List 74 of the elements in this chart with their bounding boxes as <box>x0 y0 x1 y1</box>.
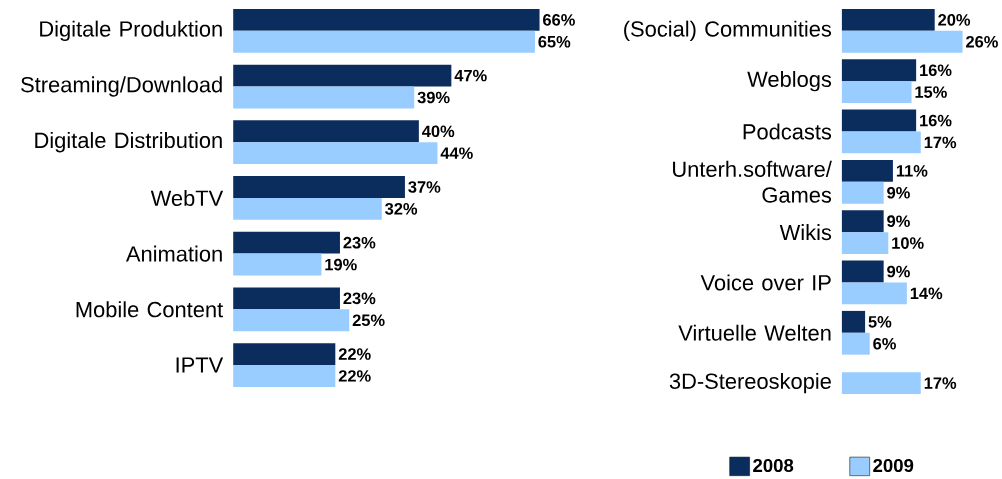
y-tick-label: Virtuelle Welten <box>678 324 831 341</box>
bar <box>841 81 912 103</box>
bar <box>841 131 921 154</box>
data-label: 17% <box>924 136 957 149</box>
data-label: 65% <box>538 35 571 48</box>
data-label: 16% <box>920 64 952 76</box>
bar <box>841 109 917 132</box>
y-tick-label: 3D-Stereoskopie <box>669 372 831 394</box>
bar <box>841 332 870 355</box>
data-label: 47% <box>454 69 487 82</box>
bar <box>233 343 336 365</box>
data-label: 23% <box>343 292 376 305</box>
data-label: 37% <box>408 181 441 193</box>
y-tick-label: Animation <box>125 245 222 262</box>
data-label: 23% <box>343 236 376 249</box>
data-label: 9% <box>887 265 910 278</box>
bar <box>841 232 889 254</box>
data-label: 5% <box>868 315 892 328</box>
data-label: 17% <box>924 377 957 389</box>
data-label: 9% <box>887 186 910 199</box>
bar <box>233 197 382 220</box>
data-label: 10% <box>892 237 924 249</box>
bar <box>233 309 350 332</box>
bar <box>233 142 438 165</box>
y-tick-label: Mobile Content <box>76 301 224 318</box>
y-tick-label: Digitale Produktion <box>40 20 222 41</box>
bar <box>233 8 540 31</box>
data-label: 40% <box>422 125 455 138</box>
legend-label: 2009 <box>873 458 914 472</box>
bar <box>841 210 884 233</box>
bar <box>841 282 907 305</box>
y-tick-label: IPTV <box>176 357 224 373</box>
data-label: 20% <box>938 13 971 26</box>
data-label: 32% <box>385 202 418 215</box>
data-label: 19% <box>325 258 357 271</box>
data-label: 26% <box>966 35 998 48</box>
y-tick-label: Weblogs <box>747 70 832 92</box>
y-tick-label: (Social) Communities <box>624 20 832 41</box>
bar <box>841 159 893 182</box>
y-tick-label: Podcasts <box>743 123 832 140</box>
data-label: 22% <box>338 370 371 382</box>
bar <box>233 287 340 310</box>
bar <box>233 120 419 143</box>
data-label: 6% <box>873 337 896 350</box>
bar <box>233 30 535 53</box>
data-label: 11% <box>896 165 928 177</box>
y-tick-label: Unterh.software/ Games <box>673 160 832 203</box>
data-label: 39% <box>417 91 450 104</box>
data-label: 15% <box>915 86 947 98</box>
bar <box>841 30 963 53</box>
bar <box>841 59 917 82</box>
data-label: 66% <box>543 14 575 26</box>
bar <box>233 175 405 198</box>
bar <box>841 181 884 204</box>
data-label: 9% <box>887 215 910 227</box>
bar <box>233 86 415 109</box>
y-tick-label: WebTV <box>150 189 224 206</box>
bar <box>841 260 884 283</box>
legend-label: 2008 <box>753 458 794 472</box>
bar <box>233 64 452 87</box>
y-tick-label: Digitale Distribution <box>35 131 222 153</box>
bar <box>233 253 322 276</box>
bar <box>233 364 336 387</box>
y-tick-label: Streaming/Download <box>21 76 222 97</box>
data-label: 25% <box>352 314 385 326</box>
bar <box>233 231 340 254</box>
data-label: 14% <box>910 287 943 300</box>
bar <box>841 8 935 31</box>
bar <box>841 310 866 333</box>
data-label: 44% <box>440 147 473 159</box>
data-label: 22% <box>338 348 371 360</box>
data-label: 16% <box>920 114 952 127</box>
y-tick-label: Wikis <box>779 224 832 241</box>
y-tick-label: Voice over IP <box>700 274 831 291</box>
